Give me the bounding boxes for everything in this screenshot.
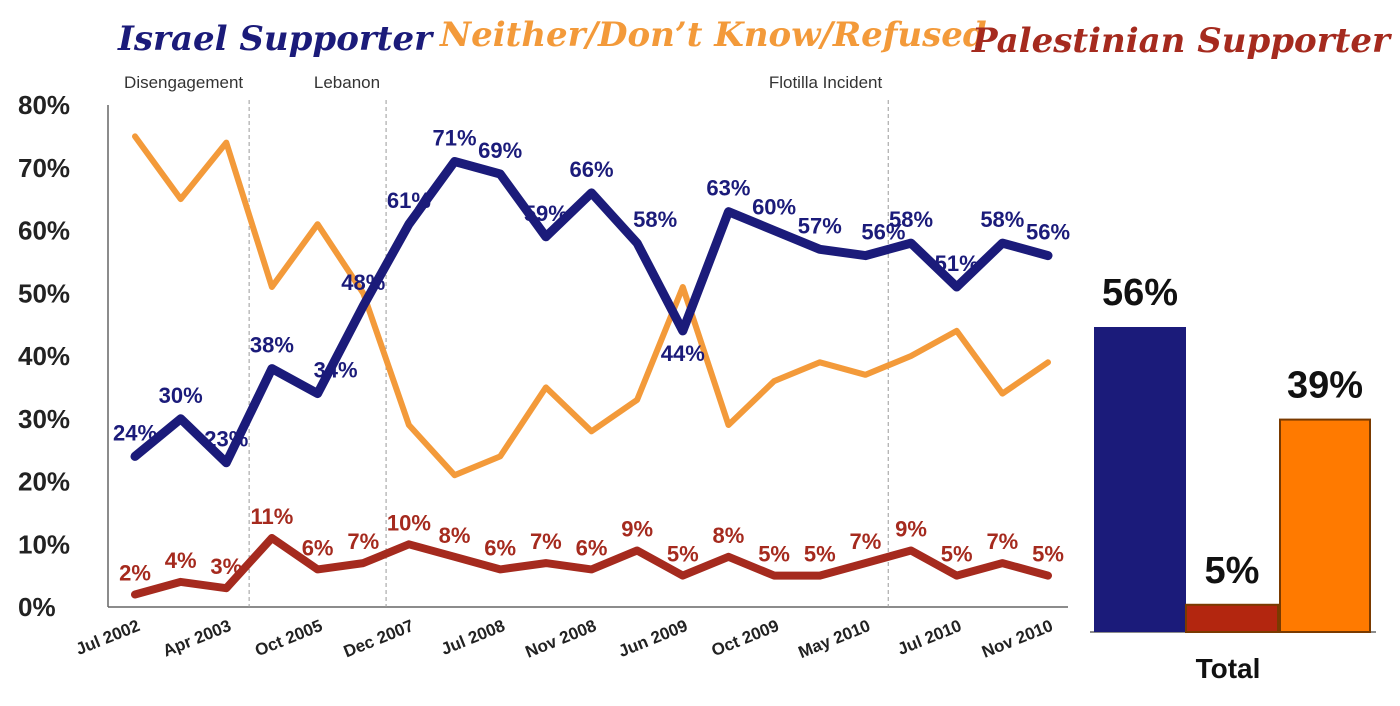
bar-neither: [1279, 418, 1371, 634]
event-label: Disengagement: [124, 73, 243, 92]
data-label: 59%: [524, 201, 568, 226]
data-label: 8%: [713, 523, 745, 548]
x-tick-label: Oct 2005: [252, 616, 325, 660]
data-label: 7%: [986, 529, 1018, 554]
series-line-israel: [130, 157, 1053, 468]
data-label: 5%: [667, 542, 699, 567]
x-tick-label: Dec 2007: [341, 616, 416, 661]
bar-value-label: 5%: [1205, 550, 1260, 592]
legend-neither: Neither/Don’t Know/Refused: [439, 15, 987, 55]
y-tick-label: 40%: [18, 341, 70, 371]
data-label: 63%: [706, 176, 750, 201]
bars: 56% 5% 39%: [1094, 272, 1371, 634]
x-tick-label: May 2010: [796, 616, 873, 662]
bar-chart: 56% 5% 39% Total: [1090, 272, 1376, 684]
x-tick-label: Nov 2010: [979, 616, 1055, 662]
data-label: 9%: [895, 517, 927, 542]
y-tick-label: 80%: [18, 90, 70, 120]
bar-value-label: 39%: [1287, 365, 1363, 407]
x-tick-label: Apr 2003: [160, 616, 234, 661]
data-label: 4%: [165, 548, 197, 573]
data-label: 44%: [661, 341, 705, 366]
bar-category-total: Total: [1196, 653, 1261, 684]
y-tick-label: 10%: [18, 529, 70, 559]
data-label: 57%: [798, 213, 842, 238]
data-label: 56%: [1026, 220, 1070, 245]
y-tick-label: 30%: [18, 404, 70, 434]
data-label: 3%: [210, 554, 242, 579]
legend-israel-supporter: Israel Supporter: [117, 19, 434, 59]
data-label: 69%: [478, 138, 522, 163]
data-label: 5%: [804, 542, 836, 567]
data-label: 5%: [1032, 542, 1064, 567]
data-label: 10%: [387, 510, 431, 535]
y-tick-label: 70%: [18, 153, 70, 183]
line-chart: 0% 10% 20% 30% 40% 50% 60% 70% 80% Jul 2002 Apr 2…: [18, 73, 1070, 662]
x-tick-label: Jun 2009: [616, 616, 691, 661]
x-tick-label: Jul 2002: [73, 616, 142, 659]
bar-palestinian-supporter: [1185, 603, 1279, 634]
data-label: 7%: [347, 529, 379, 554]
data-label: 58%: [980, 207, 1024, 232]
x-tick-label: Jul 2008: [438, 616, 507, 659]
data-label: 51%: [935, 251, 979, 276]
data-label: 2%: [119, 560, 151, 585]
x-tick-label: Oct 2009: [709, 616, 782, 660]
legend: Israel Supporter Neither/Don’t Know/Refu…: [117, 15, 1392, 61]
bar-value-label: 56%: [1102, 272, 1178, 314]
data-label: 24%: [113, 420, 157, 445]
data-label: 48%: [341, 270, 385, 295]
data-label: 34%: [314, 358, 358, 383]
data-label: 60%: [752, 195, 796, 220]
y-tick-label: 60%: [18, 216, 70, 246]
data-labels: 24%30%23% 38% 34% 48% 61% 71%69% 59%66% 58% 44% 6…: [113, 125, 1070, 585]
series-lines: [130, 133, 1053, 599]
bar-israel-supporter: [1094, 327, 1186, 632]
y-tick-label: 50%: [18, 278, 70, 308]
data-label: 61%: [387, 188, 431, 213]
data-label: 9%: [621, 517, 653, 542]
data-label: 5%: [941, 542, 973, 567]
data-label: 7%: [530, 529, 562, 554]
data-label: 6%: [484, 535, 516, 560]
y-tick-label: 0%: [18, 592, 56, 622]
data-label: 58%: [889, 207, 933, 232]
data-label: 11%: [251, 504, 294, 529]
data-label: 38%: [250, 333, 294, 358]
data-label: 30%: [159, 383, 203, 408]
event-label: Lebanon: [314, 73, 380, 92]
data-label: 58%: [633, 207, 677, 232]
data-label: 5%: [758, 542, 790, 567]
data-label: 23%: [204, 427, 248, 452]
y-tick-labels: 0% 10% 20% 30% 40% 50% 60% 70% 80%: [18, 90, 70, 622]
data-label: 7%: [850, 529, 882, 554]
x-tick-label: Jul 2010: [895, 616, 964, 659]
event-label: Flotilla Incident: [769, 73, 883, 92]
x-tick-label: Nov 2008: [523, 616, 599, 662]
data-label: 8%: [439, 523, 471, 548]
data-label: 6%: [302, 535, 334, 560]
series-line-neither: [132, 133, 1051, 479]
data-label: 71%: [433, 125, 477, 150]
x-tick-labels: Jul 2002 Apr 2003 Oct 2005 Dec 2007 Jul 2008…: [73, 616, 1055, 662]
y-tick-label: 20%: [18, 467, 70, 497]
data-label: 56%: [861, 220, 905, 245]
series-line-palestinian: [131, 534, 1052, 599]
legend-palestinian-supporter: Palestinian Supporter: [971, 21, 1392, 61]
data-label: 6%: [576, 535, 608, 560]
data-label: 66%: [569, 157, 613, 182]
